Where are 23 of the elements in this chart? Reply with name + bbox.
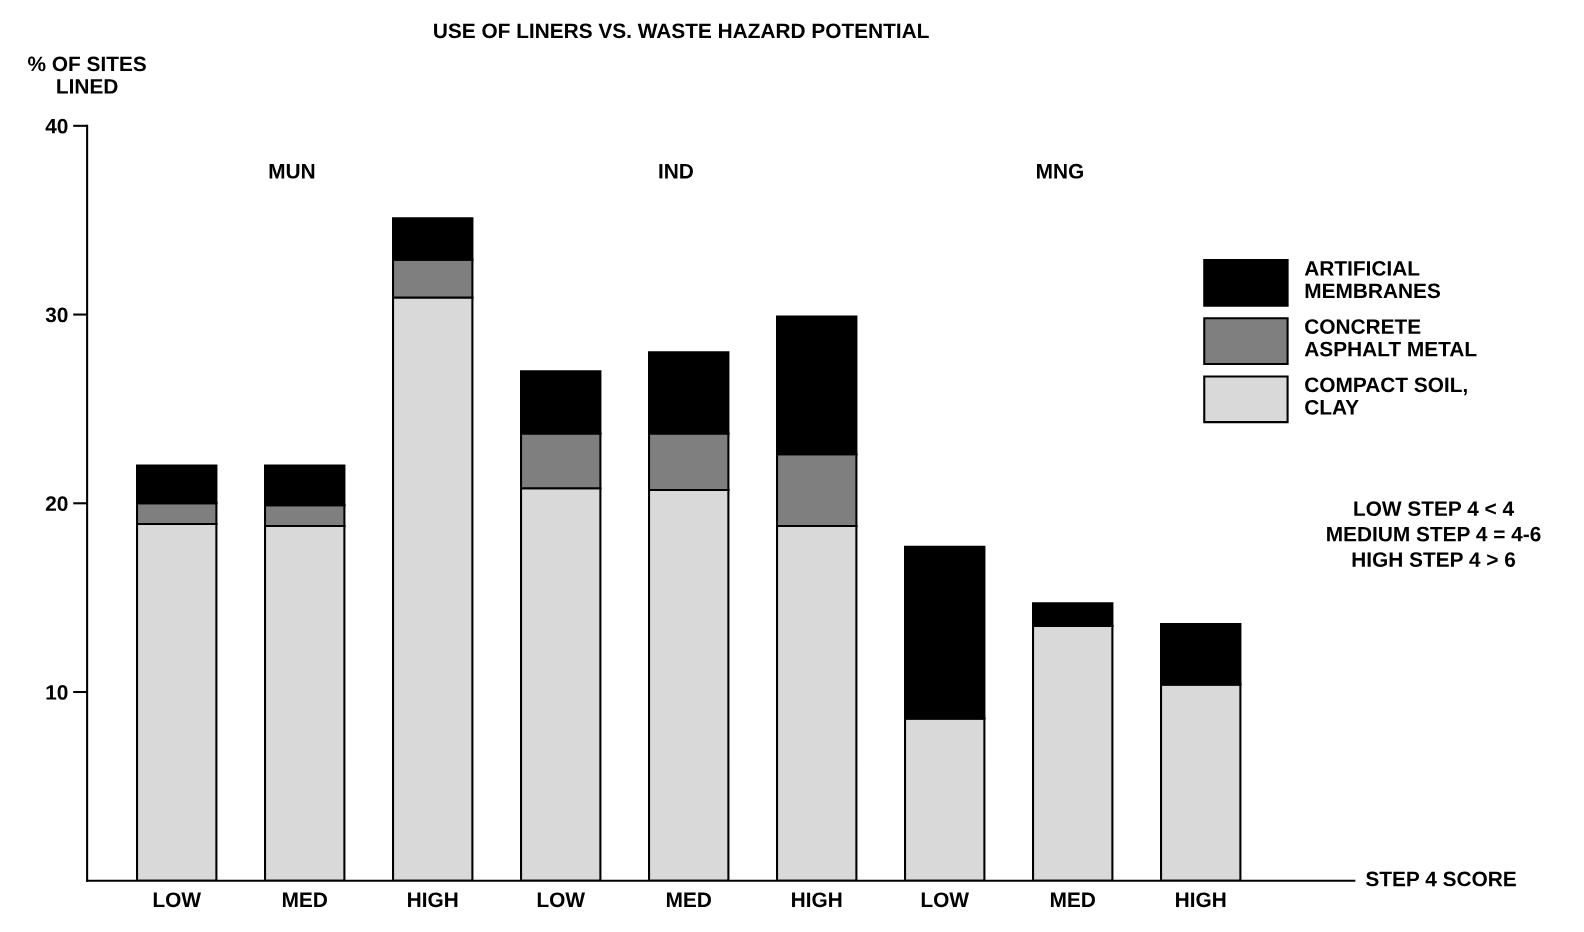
annotation: LOW STEP 4 < 4 MEDIUM STEP 4 = 4-6 HIGH STEP 4 > 6 — [1327, 501, 1541, 567]
legend-label: ARTIFICIAL MEMBRANES — [1304, 261, 1441, 299]
y-tick-label: 40 — [45, 118, 68, 134]
annotation: MUN — [269, 164, 315, 179]
legend-label: CONCRETE ASPHALT METAL — [1304, 319, 1477, 357]
annotation: MNG — [1037, 163, 1083, 179]
y-axis-title: % OF SITES LINED — [28, 56, 146, 94]
x-tick-label: HIGH — [1176, 892, 1226, 908]
x-tick-label: MED — [666, 892, 711, 907]
x-tick-label: LOW — [153, 892, 201, 908]
chart-title: USE OF LINERS VS. WASTE HAZARD POTENTIAL — [434, 23, 929, 39]
x-tick-label: HIGH — [408, 892, 458, 908]
y-tick-label: 30 — [45, 307, 68, 323]
x-tick-label: MED — [282, 892, 327, 907]
annotation: IND — [659, 164, 693, 179]
x-tick-label: MED — [1050, 892, 1095, 907]
x-axis-title: STEP 4 SCORE — [1366, 871, 1516, 887]
x-tick-label: LOW — [537, 892, 585, 908]
x-tick-label: HIGH — [792, 892, 842, 908]
y-tick-label: 20 — [45, 496, 68, 512]
legend-label: COMPACT SOIL, CLAY — [1305, 377, 1467, 415]
y-tick-label: 10 — [46, 685, 68, 700]
x-tick-label: LOW — [921, 892, 969, 908]
